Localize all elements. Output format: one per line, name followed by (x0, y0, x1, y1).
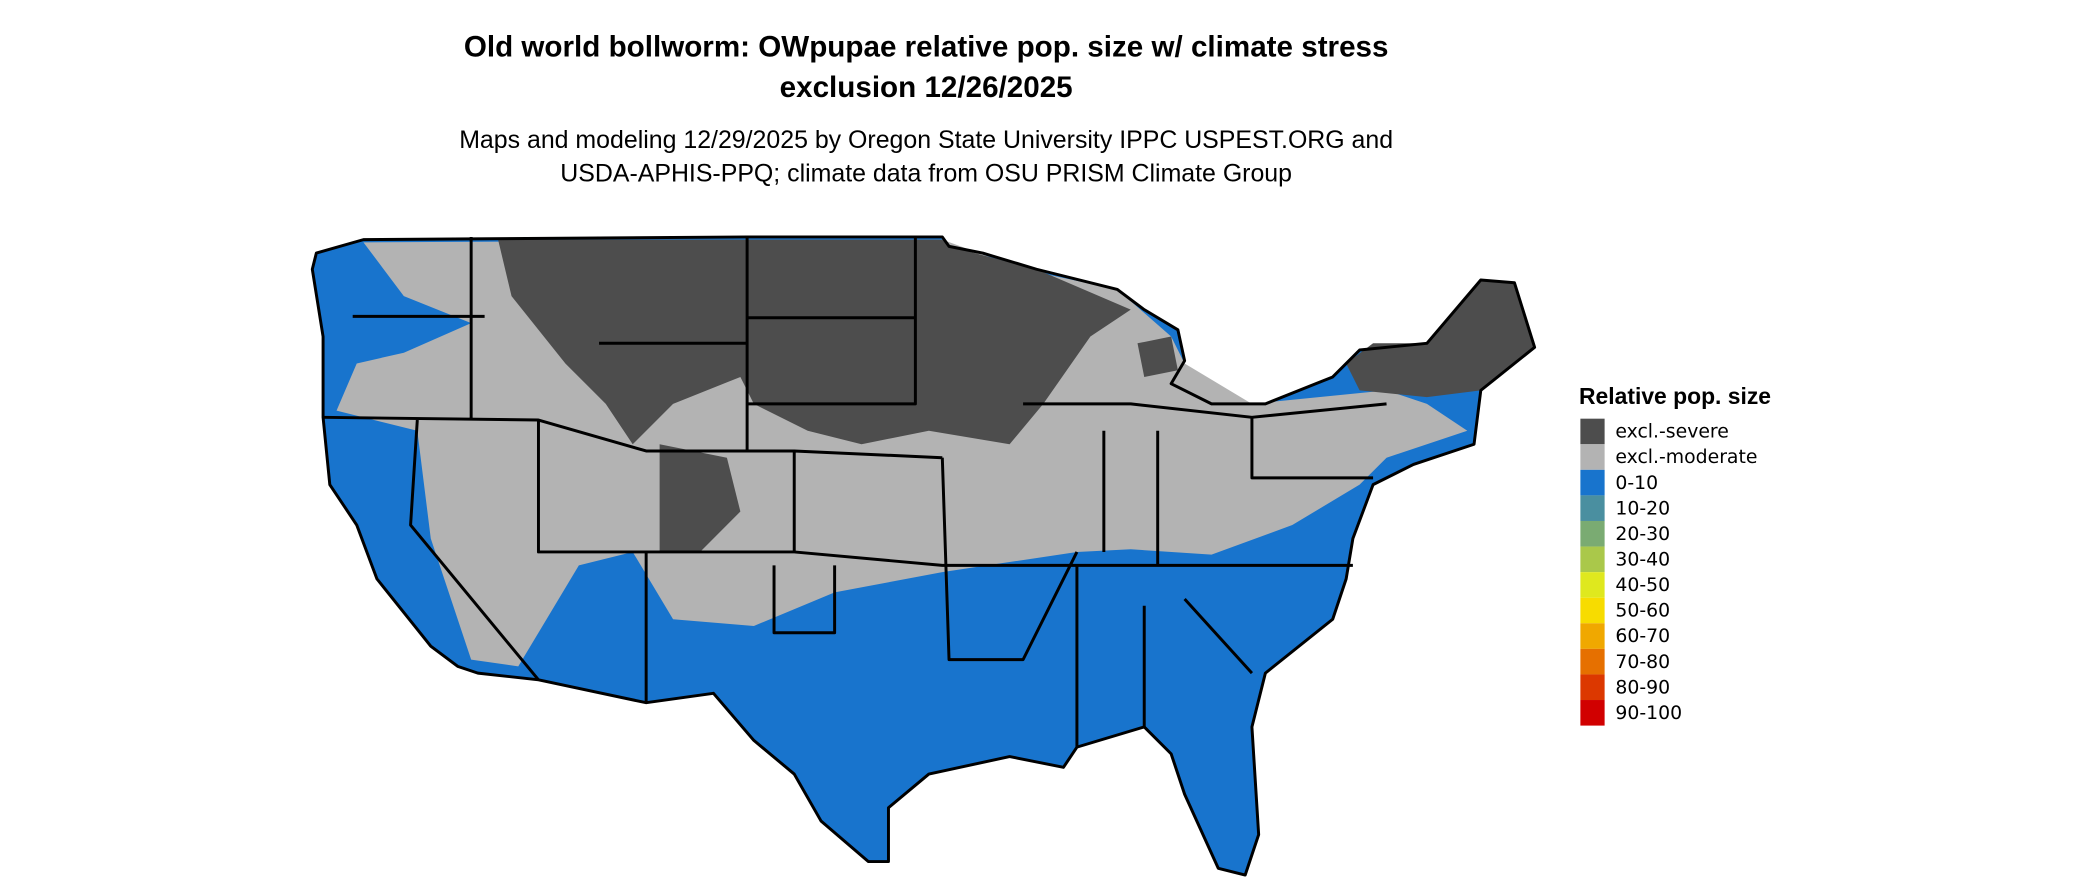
legend-swatch (1580, 495, 1605, 521)
legend-label: 20-30 (1615, 524, 1670, 545)
legend-label: 60-70 (1615, 626, 1670, 647)
legend-swatch (1580, 418, 1605, 445)
us-map (310, 235, 1537, 877)
legend-swatch (1580, 572, 1605, 598)
legend-swatch (1580, 623, 1605, 649)
legend-label: 30-40 (1615, 550, 1670, 571)
legend-swatch (1580, 674, 1605, 701)
legend-label: 10-20 (1615, 498, 1670, 519)
state-borders (323, 236, 1387, 748)
legend-swatch (1580, 648, 1605, 675)
legend-label: 80-90 (1615, 677, 1670, 698)
legend-label: 70-80 (1615, 652, 1670, 673)
legend-label: excl.-moderate (1615, 447, 1757, 468)
legend-swatch (1580, 469, 1605, 496)
legend-label: 90-100 (1615, 703, 1682, 724)
title: exclusion 12/26/2025 (780, 71, 1073, 104)
legend-label: 40-50 (1615, 575, 1670, 596)
legend: excl.-severe excl.-moderate 0-10 10-20 20-30… (1580, 418, 1757, 726)
legend-swatch (1580, 700, 1605, 726)
legend-label: 0-10 (1615, 473, 1658, 494)
legend-label: excl.-severe (1615, 422, 1728, 443)
subtitle: USDA-APHIS-PPQ; climate data from OSU PR… (560, 160, 1292, 188)
subtitle: Maps and modeling 12/29/2025 by Oregon S… (459, 126, 1393, 154)
title: Old world bollworm: OWpupae relative pop… (464, 31, 1389, 64)
legend-swatch (1580, 597, 1605, 624)
us-outline (310, 235, 1537, 877)
legend-swatch (1580, 546, 1605, 573)
legend-title: Relative pop. size (1579, 383, 1771, 409)
legend-swatch (1580, 520, 1605, 547)
legend-swatch (1580, 444, 1605, 470)
legend-label: 50-60 (1615, 601, 1670, 622)
